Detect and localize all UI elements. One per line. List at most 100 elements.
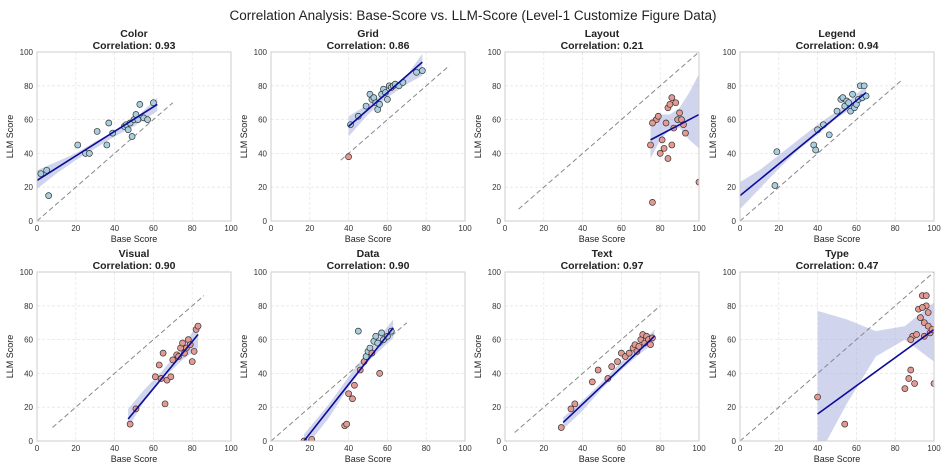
x-tick-label: 20 <box>539 444 548 453</box>
x-tick-label: 80 <box>188 224 197 233</box>
x-tick-label: 20 <box>774 224 783 233</box>
data-point <box>654 112 662 120</box>
data-point <box>608 363 616 370</box>
x-tick-label: 80 <box>422 224 431 233</box>
data-point <box>136 101 144 108</box>
regression-line <box>562 335 655 423</box>
data-point <box>144 116 151 123</box>
x-tick-label: 60 <box>383 444 392 453</box>
y-tick-label: 60 <box>24 336 33 345</box>
panel-title: Visual <box>119 248 150 260</box>
data-point <box>594 366 602 374</box>
panel-title: Type <box>825 248 849 260</box>
data-point <box>682 129 689 137</box>
data-point <box>345 390 352 398</box>
y-tick-label: 40 <box>727 149 736 158</box>
regression-line <box>650 113 699 141</box>
data-point <box>635 343 643 350</box>
y-tick-label: 40 <box>727 369 736 378</box>
x-tick-label: 40 <box>813 224 822 233</box>
plot-area <box>37 97 174 221</box>
data-point <box>907 336 915 343</box>
y-tick-label: 40 <box>258 369 267 378</box>
data-point <box>647 341 654 349</box>
x-tick-label: 80 <box>656 444 665 453</box>
regression-line <box>303 327 394 441</box>
data-point <box>376 101 383 108</box>
x-tick-label: 20 <box>71 224 80 233</box>
data-point <box>666 101 674 108</box>
plot-area <box>340 53 450 161</box>
y-axis-label: LLM Score <box>708 115 718 159</box>
data-point <box>418 67 426 74</box>
x-tick-label: 80 <box>891 224 900 233</box>
data-point <box>155 361 163 369</box>
y-tick-label: 100 <box>254 48 268 57</box>
y-tick-label: 60 <box>258 116 267 125</box>
regression-line <box>817 328 934 415</box>
panel-correlation: Correlation: 0.21 <box>561 40 644 52</box>
x-tick-label: 100 <box>458 444 472 453</box>
data-point <box>194 322 202 330</box>
data-point <box>911 380 918 387</box>
data-point <box>905 375 913 382</box>
y-tick-label: 100 <box>488 48 502 57</box>
x-tick-label: 40 <box>578 444 587 453</box>
data-point <box>74 141 82 149</box>
data-point <box>588 378 596 386</box>
data-point <box>86 150 93 157</box>
data-point <box>672 99 680 107</box>
data-point <box>773 148 781 156</box>
x-tick-label: 60 <box>149 224 158 233</box>
regression-line <box>37 103 158 182</box>
x-tick-label: 80 <box>656 224 665 233</box>
data-point <box>93 128 101 135</box>
y-axis-label: LLM Score <box>5 115 15 159</box>
x-tick-label: 0 <box>738 444 743 453</box>
x-axis-label: Base Score <box>814 234 861 244</box>
x-axis-label: Base Score <box>111 454 158 464</box>
data-point <box>45 192 52 199</box>
x-tick-label: 0 <box>269 224 274 233</box>
y-tick-label: 80 <box>258 82 267 91</box>
data-point <box>614 358 621 365</box>
y-tick-label: 40 <box>24 369 33 378</box>
data-point <box>179 339 186 347</box>
data-point <box>922 292 930 300</box>
data-point <box>845 99 852 107</box>
y-tick-label: 80 <box>492 82 501 91</box>
data-point <box>812 146 820 154</box>
data-point <box>103 141 111 149</box>
data-point <box>660 144 668 152</box>
data-point <box>151 373 159 381</box>
y-tick-label: 100 <box>254 268 268 277</box>
y-tick-label: 80 <box>727 302 736 311</box>
y-tick-label: 60 <box>24 116 33 125</box>
y-tick-label: 20 <box>258 183 267 192</box>
plot-area <box>740 80 902 221</box>
y-axis-label: LLM Score <box>473 115 483 159</box>
panel-correlation: Correlation: 0.90 <box>93 260 176 272</box>
panel-title: Legend <box>818 28 855 40</box>
data-point <box>658 136 666 144</box>
x-tick-label: 100 <box>927 444 941 453</box>
x-tick-label: 100 <box>458 224 472 233</box>
data-point <box>167 373 175 381</box>
x-tick-label: 20 <box>305 224 314 233</box>
x-tick-label: 0 <box>269 444 274 453</box>
x-tick-label: 0 <box>35 224 40 233</box>
data-point <box>161 400 169 408</box>
panel-title: Layout <box>585 28 620 40</box>
y-tick-label: 80 <box>492 302 501 311</box>
panel-correlation: Correlation: 0.90 <box>327 260 410 272</box>
x-tick-label: 40 <box>110 224 119 233</box>
axes-frame <box>504 271 700 442</box>
y-tick-label: 20 <box>727 183 736 192</box>
axes-frame <box>504 51 700 222</box>
data-point <box>668 141 676 149</box>
data-point <box>676 109 683 117</box>
y-tick-label: 20 <box>24 183 33 192</box>
